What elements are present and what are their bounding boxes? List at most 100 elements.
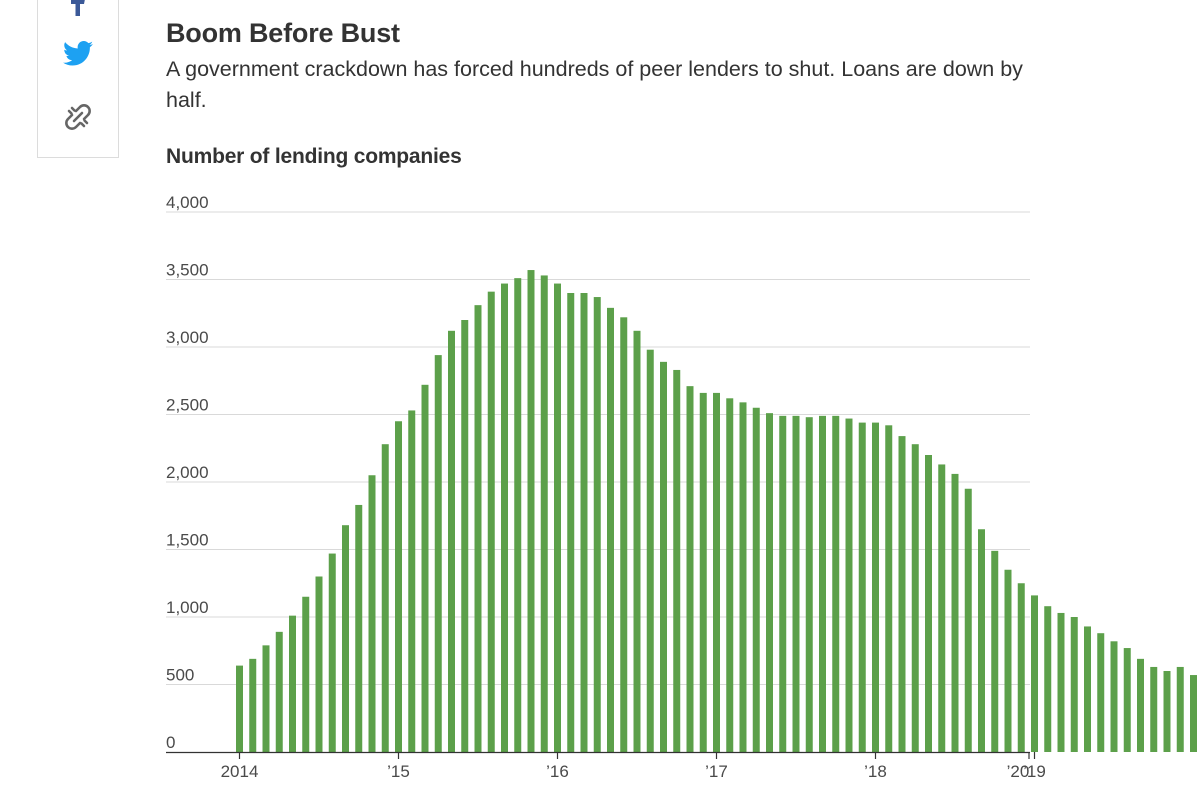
bar: [713, 392, 720, 752]
bar: [686, 386, 694, 752]
bar: [448, 330, 455, 752]
bar: [1176, 666, 1184, 752]
bar: [951, 473, 959, 752]
bar: [1123, 648, 1131, 752]
bar: [872, 422, 879, 752]
bar: [1110, 641, 1118, 752]
x-tick-label: ’15: [387, 762, 410, 781]
bar: [408, 410, 416, 752]
x-tick-label: ’19: [1023, 762, 1046, 781]
bar: [845, 418, 853, 752]
y-tick-label: 2,500: [166, 396, 209, 415]
x-tick-label: ’16: [546, 762, 569, 781]
bar: [792, 415, 800, 752]
facebook-share-button[interactable]: [61, 0, 95, 20]
bar: [262, 645, 270, 752]
bar: [474, 305, 482, 752]
bar: [978, 529, 985, 752]
bar: [766, 413, 773, 752]
bar: [858, 422, 866, 752]
bar: [1004, 569, 1012, 752]
bar: [236, 665, 243, 752]
share-rail: [37, 0, 119, 158]
bar: [832, 415, 840, 752]
bar: [1150, 666, 1158, 752]
bar: [1031, 595, 1038, 752]
bar: [1137, 658, 1144, 752]
facebook-icon: [71, 0, 85, 16]
bar: [991, 550, 999, 752]
bar: [620, 317, 628, 752]
bar: [633, 330, 641, 752]
bar: [938, 464, 946, 752]
bar: [368, 475, 376, 752]
bar: [342, 525, 349, 752]
bar: [1070, 617, 1078, 752]
bar: [1097, 633, 1105, 752]
bar: [434, 355, 442, 752]
chart-title: Number of lending companies: [166, 145, 462, 168]
bar: [660, 361, 667, 752]
bar: [487, 291, 495, 752]
bar: [1163, 671, 1171, 752]
bar: [275, 631, 283, 752]
y-tick-label: 1,000: [166, 598, 209, 617]
bar: [1057, 612, 1065, 752]
bar: [580, 293, 588, 752]
bar: [461, 320, 469, 752]
bar: [249, 658, 257, 752]
bar: [646, 349, 654, 752]
bar: [315, 576, 323, 752]
bar: [567, 293, 575, 752]
y-tick-label: 1,500: [166, 531, 209, 550]
x-tick-label: ’18: [864, 762, 887, 781]
bar: [898, 436, 906, 752]
bar: [752, 407, 760, 752]
bar: [1190, 675, 1197, 752]
bar: [1084, 626, 1091, 752]
y-tick-label: 2,000: [166, 463, 209, 482]
article-header: Boom Before Bust A government crackdown …: [166, 16, 1036, 116]
bar: [593, 297, 601, 752]
bar: [421, 384, 429, 752]
y-tick-label: 0: [166, 733, 175, 752]
bar: [302, 596, 310, 752]
x-tick-label: ’20: [1007, 762, 1030, 781]
bar: [805, 417, 813, 752]
link-icon: [65, 104, 91, 130]
y-tick-label: 3,500: [166, 261, 209, 280]
copy-link-button[interactable]: [61, 100, 95, 134]
x-tick-label: 2014: [221, 762, 259, 781]
bar: [885, 425, 893, 752]
bar: [328, 553, 336, 752]
y-tick-label: 3,000: [166, 328, 209, 347]
bar: [527, 270, 535, 752]
bar: [819, 415, 826, 752]
bar: [1044, 606, 1052, 752]
bar: [289, 615, 296, 752]
y-tick-label: 500: [166, 666, 194, 685]
bar: [607, 307, 614, 752]
bar: [739, 402, 747, 752]
y-tick-label: 4,000: [166, 193, 209, 212]
chart-dek: A government crackdown has forced hundre…: [166, 57, 1023, 112]
bar: [911, 444, 919, 752]
bar: [395, 421, 402, 752]
bar: [381, 444, 389, 752]
bar: [554, 283, 561, 752]
x-tick-label: ’17: [705, 762, 728, 781]
bar: [540, 275, 548, 752]
bar: [779, 415, 787, 752]
bar: [1017, 583, 1025, 752]
twitter-icon: [63, 40, 93, 65]
bar: [514, 278, 522, 752]
bars: [236, 270, 1197, 752]
chart-headline: Boom Before Bust: [166, 18, 400, 48]
bar: [355, 504, 363, 752]
bar: [673, 369, 681, 752]
bar: [925, 455, 932, 752]
bar: [964, 488, 972, 752]
twitter-share-button[interactable]: [61, 36, 95, 70]
bar: [699, 392, 707, 752]
